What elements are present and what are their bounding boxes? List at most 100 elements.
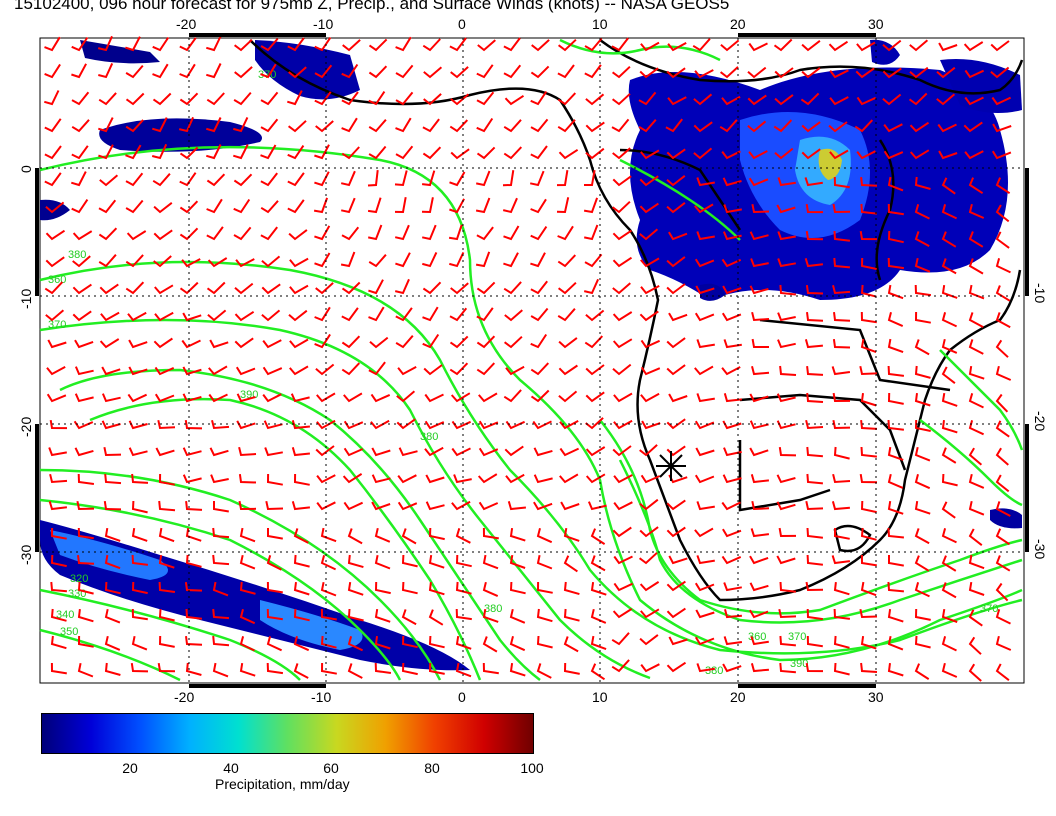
wind-barb <box>152 92 172 106</box>
wind-barb <box>800 92 820 106</box>
wind-barb <box>833 527 850 540</box>
wind-barb <box>394 197 407 214</box>
wind-barb <box>723 636 743 646</box>
wind-barb <box>612 338 633 349</box>
wind-barb <box>104 581 121 595</box>
wind-barb <box>584 37 603 52</box>
wind-barb <box>74 447 94 457</box>
wind-barb <box>860 527 877 541</box>
wind-barb <box>98 144 114 160</box>
wind-barb <box>341 117 358 133</box>
wind-barb <box>153 202 173 214</box>
wind-barb <box>887 338 904 354</box>
wind-barb <box>455 608 472 621</box>
wind-barb <box>531 39 550 52</box>
wind-barb <box>801 148 821 160</box>
contour-label: 380 <box>68 249 86 261</box>
wind-barb <box>342 473 363 484</box>
wind-barb <box>941 582 957 599</box>
map-title: 15102400, 096 hour forecast for 975mb Z,… <box>14 0 730 13</box>
wind-barb <box>557 92 577 106</box>
wind-barb <box>239 662 256 677</box>
colorbar-tick: 80 <box>424 760 440 776</box>
lon-tick-label: -20 <box>174 689 194 705</box>
wind-barb <box>261 255 281 268</box>
wind-barb <box>529 170 545 187</box>
wind-barb <box>125 144 142 160</box>
wind-barb <box>101 393 121 403</box>
wind-barb <box>833 311 851 322</box>
wind-barb <box>668 636 688 646</box>
wind-barb <box>397 474 417 484</box>
wind-barb <box>44 118 62 133</box>
wind-barb <box>449 119 469 133</box>
wind-barb <box>179 37 197 52</box>
wind-barb <box>239 581 256 595</box>
wind-barb <box>585 121 605 133</box>
wind-barb <box>45 256 65 268</box>
wind-barb <box>287 172 305 187</box>
wind-barb <box>44 145 62 160</box>
lon-tick-label: 30 <box>868 689 884 705</box>
contour-label: 380 <box>484 603 502 615</box>
wind-barb <box>666 661 687 673</box>
wind-barb <box>859 473 878 484</box>
wind-barb <box>990 40 1010 52</box>
wind-barb <box>424 420 445 430</box>
wind-barb <box>401 662 418 676</box>
wind-barb <box>914 176 931 190</box>
wind-barb <box>47 339 67 349</box>
wind-barb <box>612 65 631 79</box>
bottom-lon-labels: -20 -10 0 10 20 30 <box>174 689 884 705</box>
wind-barb <box>536 635 553 649</box>
wind-barb <box>185 608 203 620</box>
wind-barb <box>806 392 824 403</box>
wind-barb <box>233 116 249 133</box>
contour-label: 340 <box>56 609 74 621</box>
wind-barb <box>128 420 148 430</box>
wind-barb <box>887 608 904 623</box>
wind-barb <box>502 170 515 187</box>
wind-barb <box>503 225 520 241</box>
wind-barb <box>719 66 739 79</box>
wind-barb <box>478 501 499 511</box>
wind-barb <box>395 117 412 133</box>
wind-barb <box>590 663 606 681</box>
wind-barb <box>563 662 580 675</box>
wind-barb <box>260 172 278 187</box>
wind-barb <box>882 39 902 52</box>
wind-barb <box>774 67 794 79</box>
wind-barb <box>968 581 985 596</box>
wind-barb <box>805 230 824 241</box>
wind-barb <box>131 554 149 566</box>
wind-barb <box>968 365 985 380</box>
wind-barb <box>213 501 229 513</box>
wind-barb <box>421 224 437 241</box>
gridlines <box>40 38 1024 683</box>
wind-barb <box>557 119 576 133</box>
wind-barb <box>316 392 336 403</box>
wind-barb <box>721 366 741 376</box>
wind-barb <box>101 366 121 376</box>
wind-barb <box>590 635 607 651</box>
wind-barb <box>530 145 548 160</box>
wind-barb <box>185 554 202 568</box>
wind-barb <box>612 175 632 187</box>
wind-barb <box>233 198 251 214</box>
wind-barb <box>401 528 417 545</box>
wind-barb <box>640 257 660 268</box>
lon-tick-label: 20 <box>730 16 746 32</box>
wind-barb <box>428 662 445 675</box>
wind-barb <box>914 365 931 379</box>
wind-barb <box>773 119 793 133</box>
wind-barb <box>696 555 715 565</box>
wind-barb <box>723 204 742 214</box>
wind-barb <box>585 391 605 403</box>
wind-barb <box>151 143 168 160</box>
wind-barb <box>860 662 878 673</box>
wind-barb <box>694 582 715 592</box>
wind-barb <box>668 393 688 403</box>
wind-barb <box>266 662 284 675</box>
wind-barb <box>668 231 688 241</box>
wind-barb <box>49 473 68 484</box>
